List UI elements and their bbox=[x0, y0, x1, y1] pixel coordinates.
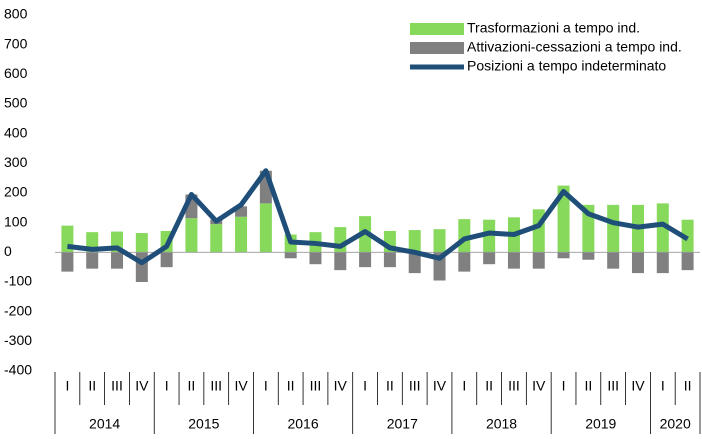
bar bbox=[532, 252, 545, 269]
x-tick-label: IV bbox=[631, 378, 645, 394]
x-tick-label: I bbox=[165, 378, 169, 394]
year-label: 2018 bbox=[486, 416, 517, 432]
bar bbox=[656, 203, 669, 253]
y-tick-label: 0 bbox=[4, 243, 12, 259]
x-tick-label: III bbox=[409, 378, 421, 394]
x-tick-label: I bbox=[65, 378, 69, 394]
bar bbox=[309, 252, 322, 265]
x-tick-label: IV bbox=[532, 378, 546, 394]
x-tick-label: III bbox=[310, 378, 322, 394]
year-label: 2019 bbox=[585, 416, 616, 432]
bar bbox=[656, 252, 669, 274]
legend-label: Posizioni a tempo indeterminato bbox=[467, 58, 666, 74]
bar bbox=[61, 252, 74, 272]
legend-swatch bbox=[410, 23, 464, 35]
bar bbox=[135, 252, 148, 282]
x-tick-label: I bbox=[661, 378, 665, 394]
x-tick-label: II bbox=[287, 378, 295, 394]
bar bbox=[681, 219, 694, 253]
y-tick-label: -100 bbox=[4, 273, 32, 289]
x-tick-label: II bbox=[584, 378, 592, 394]
y-tick-label: -200 bbox=[4, 302, 32, 318]
bar bbox=[507, 252, 520, 269]
x-tick-label: IV bbox=[234, 378, 248, 394]
bar bbox=[631, 252, 644, 274]
bar bbox=[383, 252, 396, 268]
bar bbox=[557, 185, 570, 253]
x-tick-label: II bbox=[485, 378, 493, 394]
bar bbox=[334, 252, 347, 271]
x-tick-label: IV bbox=[433, 378, 447, 394]
y-tick-label: 700 bbox=[4, 35, 28, 51]
bar bbox=[582, 252, 595, 260]
x-tick-label: II bbox=[88, 378, 96, 394]
year-label: 2014 bbox=[89, 416, 120, 432]
y-tick-label: -400 bbox=[4, 362, 32, 378]
x-tick-label: III bbox=[111, 378, 123, 394]
x-tick-label: II bbox=[188, 378, 196, 394]
x-tick-label: II bbox=[386, 378, 394, 394]
line bbox=[67, 168, 689, 266]
x-tick-label: I bbox=[363, 378, 367, 394]
year-label: 2020 bbox=[660, 416, 691, 432]
legend-label: Trasformazioni a tempo ind. bbox=[467, 20, 640, 36]
x-tick-label: III bbox=[508, 378, 520, 394]
x-tick-label: I bbox=[462, 378, 466, 394]
bar bbox=[111, 252, 124, 269]
y-tick-label: -300 bbox=[4, 332, 32, 348]
x-tick-label: IV bbox=[334, 378, 348, 394]
bar bbox=[607, 204, 620, 253]
x-tick-label: IV bbox=[135, 378, 149, 394]
bar bbox=[557, 252, 570, 259]
y-tick-label: 300 bbox=[4, 154, 28, 170]
y-tick-label: 400 bbox=[4, 124, 28, 140]
y-tick-label: 800 bbox=[4, 6, 28, 22]
bar bbox=[210, 224, 223, 253]
bar bbox=[284, 252, 297, 259]
y-tick-label: 200 bbox=[4, 184, 28, 200]
x-tick-label: III bbox=[607, 378, 619, 394]
x-tick-label: I bbox=[562, 378, 566, 394]
bar bbox=[259, 203, 272, 253]
bar bbox=[359, 252, 372, 268]
y-tick-label: 600 bbox=[4, 65, 28, 81]
x-tick-label: III bbox=[210, 378, 222, 394]
legend-label: Attivazioni-cessazioni a tempo ind. bbox=[467, 39, 682, 55]
y-tick-label: 500 bbox=[4, 95, 28, 111]
y-tick-label: 100 bbox=[4, 213, 28, 229]
legend-swatch bbox=[410, 42, 464, 54]
bar bbox=[483, 252, 496, 265]
bar bbox=[135, 233, 148, 253]
bar bbox=[185, 218, 198, 253]
bar bbox=[235, 206, 248, 217]
bar bbox=[607, 252, 620, 269]
bar bbox=[483, 219, 496, 253]
bar bbox=[86, 252, 99, 269]
x-tick-label: II bbox=[684, 378, 692, 394]
bar bbox=[408, 252, 421, 274]
bar bbox=[458, 252, 471, 272]
year-label: 2017 bbox=[387, 416, 418, 432]
year-label: 2015 bbox=[188, 416, 219, 432]
year-label: 2016 bbox=[287, 416, 318, 432]
bar bbox=[160, 252, 173, 268]
bar bbox=[408, 230, 421, 253]
x-tick-label: I bbox=[264, 378, 268, 394]
bar bbox=[681, 252, 694, 271]
bar bbox=[235, 216, 248, 253]
bar bbox=[433, 229, 446, 253]
